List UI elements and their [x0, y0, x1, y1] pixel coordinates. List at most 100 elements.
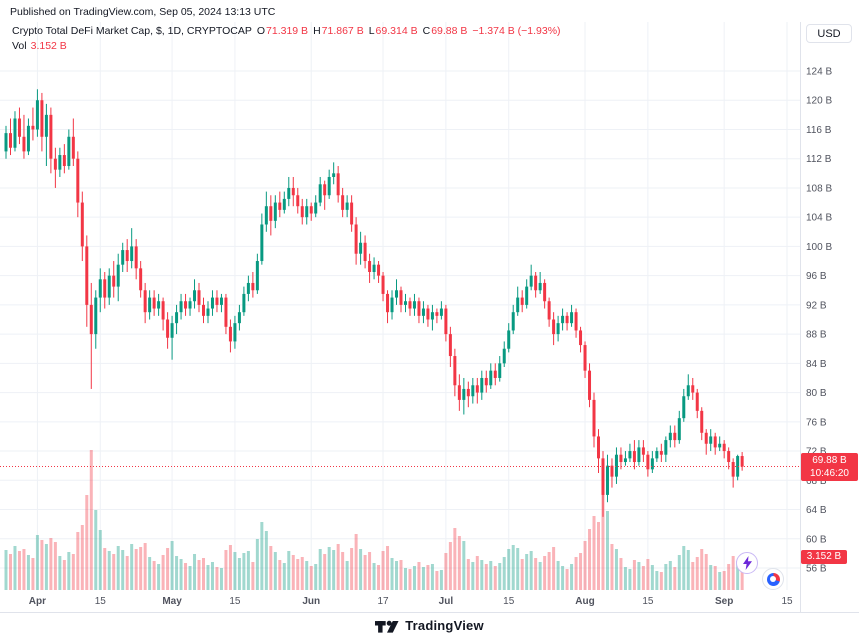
candle-body	[601, 458, 605, 495]
brand-link[interactable]: TradingView	[405, 618, 484, 633]
candle-body	[323, 184, 327, 196]
candle-body	[516, 297, 520, 313]
candle-body	[71, 136, 75, 159]
volume-bar	[426, 565, 430, 590]
candle-body	[336, 173, 340, 196]
volume-bar	[516, 548, 520, 590]
volume-bar	[125, 556, 129, 590]
candle-body	[650, 458, 654, 470]
candle-body	[341, 195, 345, 210]
candle-body	[58, 155, 62, 170]
volume-bar	[233, 552, 237, 590]
volume-bar	[439, 570, 443, 590]
volume-bar	[448, 542, 452, 590]
volume-bar	[484, 564, 488, 590]
volume-bar	[691, 562, 695, 590]
candle-body	[314, 202, 318, 214]
volume-bar	[390, 558, 394, 590]
time-tick-label: May	[162, 596, 182, 607]
volume-bar	[632, 560, 636, 590]
volume-bar	[264, 531, 268, 590]
candle-body	[507, 330, 511, 349]
volume-bar	[161, 555, 165, 590]
volume-bar	[22, 549, 26, 590]
candle-body	[462, 388, 466, 400]
candle-body	[493, 370, 497, 378]
candle-body	[466, 388, 470, 397]
open-label: O	[256, 25, 266, 37]
candle-body	[98, 279, 102, 298]
volume-bar	[511, 545, 515, 590]
volume-bar	[17, 551, 21, 590]
candle-body	[345, 202, 349, 210]
candle-body	[269, 206, 273, 221]
volume-bar	[269, 546, 273, 590]
candle-body	[475, 385, 479, 393]
volume-bar	[76, 532, 80, 590]
candle-body	[193, 290, 197, 302]
candle-body	[85, 246, 89, 305]
price-tick-label: 104 B	[806, 213, 832, 224]
volume-bar	[31, 558, 35, 590]
volume-bar	[345, 561, 349, 590]
instant-chart-button[interactable]	[736, 552, 758, 574]
candle-body	[646, 454, 650, 470]
candle-body	[121, 250, 125, 265]
volume-bar	[134, 549, 138, 590]
candle-body	[605, 465, 609, 495]
candle-body	[390, 297, 394, 313]
volume-bar	[412, 566, 416, 590]
candle-body	[435, 312, 439, 316]
candle-body	[224, 297, 228, 327]
time-tick-label: Apr	[29, 596, 46, 607]
candle-body	[718, 443, 722, 448]
market-overview-button[interactable]	[762, 568, 784, 590]
volume-bar	[493, 566, 497, 590]
volume-bar	[529, 551, 533, 590]
candle-body	[197, 290, 201, 305]
volume-bar	[556, 561, 560, 590]
candle-body	[125, 250, 129, 262]
volume-bar	[713, 566, 717, 590]
candle-body	[722, 443, 726, 452]
volume-bar	[53, 542, 57, 590]
candle-body	[579, 330, 583, 346]
candle-body	[543, 282, 547, 302]
candle-body	[691, 385, 695, 393]
volume-bar	[296, 559, 300, 590]
candle-body	[677, 418, 681, 441]
volume-bar	[480, 560, 484, 590]
volume-bar	[237, 558, 241, 590]
candle-body	[731, 462, 735, 477]
volume-bar	[435, 571, 439, 590]
price-tick-label: 112 B	[806, 154, 832, 165]
price-tick-label: 108 B	[806, 183, 832, 194]
candle-body	[31, 125, 35, 130]
candle-body	[166, 319, 170, 338]
volume-bar	[736, 561, 740, 590]
time-tick-label: 15	[229, 596, 241, 607]
volume-bar	[246, 551, 250, 590]
price-tick-label: 120 B	[806, 96, 832, 107]
currency-button[interactable]: USD	[806, 24, 852, 43]
candle-body	[350, 202, 354, 225]
candle-body	[170, 323, 174, 338]
candle-body	[439, 308, 443, 316]
time-tick-label: Jul	[439, 596, 454, 607]
candle-body	[134, 246, 138, 269]
candle-body	[273, 202, 277, 221]
time-tick-label: 15	[781, 596, 793, 607]
candle-body	[444, 308, 448, 335]
candle-body	[17, 118, 21, 137]
volume-bar	[206, 565, 210, 590]
volume-bar	[498, 563, 502, 590]
volume-bar	[157, 564, 161, 590]
volume-bar	[8, 554, 12, 590]
candle-body	[489, 370, 493, 386]
volume-bar	[588, 529, 592, 590]
volume-bar	[300, 557, 304, 590]
candle-body	[623, 458, 627, 463]
candle-body	[641, 447, 645, 455]
volume-bar	[305, 561, 309, 590]
